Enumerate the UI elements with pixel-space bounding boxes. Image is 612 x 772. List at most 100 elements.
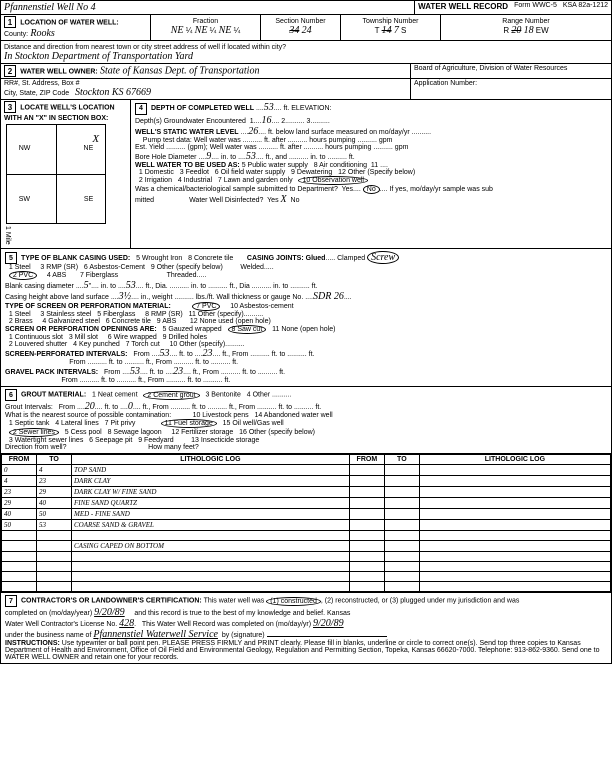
use-6: 6 Oil field water supply [215, 169, 285, 176]
cert-date-1: 9/20/89 [94, 607, 125, 618]
grout-ft-2: ft. [229, 404, 235, 411]
gpm-2: gpm [395, 144, 409, 151]
gp-to-label-3: ft. to [101, 377, 115, 384]
casing-3: 3 RMP (SR) [40, 264, 78, 271]
sp-fromft: ft., From [222, 351, 248, 358]
table-row: 4050MED - FINE SAND [2, 509, 611, 520]
township-t: T [375, 26, 380, 35]
casing-diam: 5 [84, 280, 89, 291]
gp-to-label-4: ft. to [187, 377, 201, 384]
static-level: 26 [248, 126, 258, 137]
owner-title: WATER WELL OWNER: [20, 69, 98, 76]
static-suffix: ft. below land surface measured on mo/da… [268, 129, 410, 136]
screen-4: 4 Galvanized steel [42, 318, 100, 325]
section-number: 24 [302, 25, 312, 36]
cert-title: CONTRACTOR'S OR LANDOWNER'S CERTIFICATIO… [21, 598, 202, 605]
contam-16: 16 Other (specify below) [239, 429, 315, 436]
cert-text-2: and this record is true to the best of m… [134, 610, 350, 617]
section-1-number: 1 [4, 16, 16, 28]
use-8: 8 Air conditioning [314, 162, 367, 169]
section-box: NW NE SW SE X [6, 124, 106, 224]
section-3-number: 3 [4, 101, 16, 113]
ft-dia-1: ft., Dia. [145, 283, 167, 290]
screen-9: 9 ABS [157, 318, 176, 325]
well-name: Pfannenstiel Well No 4 [4, 2, 96, 13]
screen-5: 5 Fiberglass [97, 311, 135, 318]
table-row: 423DARK CLAY [2, 476, 611, 487]
contam-7: 7 Pit privy [105, 420, 136, 427]
contam-2: 2 Sewer lines [9, 428, 59, 437]
cert-opt-3: (3) plugged under my jurisdiction and wa… [390, 598, 520, 605]
lithologic-table: FROM TO LITHOLOGIC LOG FROM TO LITHOLOGI… [1, 454, 611, 592]
section-5-number: 5 [5, 252, 17, 264]
open-11: 11 None (open hole) [272, 326, 335, 333]
grout-title: GROUT MATERIAL: [21, 392, 86, 399]
gp-to-label: ft. to [150, 369, 164, 376]
table-row: 2940FINE SAND QUARTZ [2, 498, 611, 509]
open-9: 9 Drilled holes [163, 334, 207, 341]
depth-completed-label: DEPTH OF COMPLETED WELL [151, 105, 254, 112]
table-row: 04TOP SAND [2, 465, 611, 476]
openings-title: SCREEN OR PERFORATION OPENINGS ARE: [5, 326, 157, 333]
screen-8: 8 RMP (SR) [145, 311, 183, 318]
lic-number: 428 [119, 618, 134, 629]
grout-ft-to-3: ft. to [278, 404, 292, 411]
use-5: 5 Public water supply [242, 162, 308, 169]
screen-3: 3 Stainless steel [40, 311, 91, 318]
cert-text-1: This water well was [204, 598, 265, 605]
grout-ft-to: ft. to [105, 404, 119, 411]
form-number: Form WWC-5 [511, 1, 560, 14]
dir-label: Direction from well? [5, 444, 66, 451]
screw-circled: Screw [367, 251, 399, 264]
sw-label: SW [19, 196, 30, 203]
threaded: Threaded [167, 272, 197, 279]
elev-label: ft. ELEVATION: [283, 105, 331, 112]
screen-1: 1 Steel [9, 311, 31, 318]
fraction-3: NE [219, 25, 232, 36]
disinf-answer: X [281, 194, 287, 205]
contam-6: 6 Seepage pit [89, 437, 132, 444]
sp-from: 53 [159, 348, 169, 359]
casing-height: 3½ [119, 291, 132, 302]
in-to-1: in. to [101, 283, 116, 290]
table-row-empty [2, 582, 611, 592]
gauge: SDR 26 [313, 291, 344, 302]
sp-from-label-2: From [69, 359, 85, 366]
range-ew: EW [536, 26, 549, 35]
grout-from-label: From [59, 404, 75, 411]
lic-label: Water Well Contractor's License No. [5, 621, 117, 628]
open-6: 6 Wire wrapped [108, 334, 157, 341]
owner-name: State of Kansas Dept. of Transportation [100, 66, 259, 77]
grout-3: 3 Bentonite [205, 392, 240, 399]
screen-6: 6 Concrete tile [106, 318, 151, 325]
open-4: 4 Key punched [73, 341, 120, 348]
contam-9: 9 Feedyard [138, 437, 173, 444]
ft-dia-2: ft., Dia [230, 283, 250, 290]
county-value: Rooks [30, 28, 54, 39]
completed-label: completed on (mo/day/year) [5, 610, 92, 617]
use-12: 12 Other (Specify below) [338, 169, 415, 176]
app-number-label: Application Number: [414, 80, 477, 87]
section-2-number: 2 [4, 65, 16, 77]
contam-1: 1 Septic tank [9, 420, 49, 427]
contam-label: What is the nearest source of possible c… [5, 412, 171, 419]
sp-label: SCREEN-PERFORATED INTERVALS: [5, 351, 128, 358]
gp-from: 53 [130, 366, 140, 377]
after-2: ft. after [280, 144, 302, 151]
bore-label: Bore Hole Diameter [135, 154, 196, 161]
fraction-2: NE [195, 25, 208, 36]
sp-to: 23 [203, 348, 213, 359]
contam-8: 8 Sewage lagoon [108, 429, 162, 436]
chem-yes: Yes [342, 186, 353, 193]
contam-5: 5 Cess pool [65, 429, 102, 436]
gw-label: Depth(s) Groundwater Encountered [135, 118, 246, 125]
dist-label: How many feet? [148, 444, 199, 451]
sp-fromft-2: ft., From [146, 359, 172, 366]
disinf-yes: Yes [267, 197, 278, 204]
contam-11: 11 Fuel storage [161, 419, 217, 428]
gp-fromft: ft., From [193, 369, 219, 376]
township-s: S [401, 26, 406, 35]
grout-4: 4 Other [247, 392, 270, 399]
sp-to-label-4: ft. to [195, 359, 209, 366]
instructions: Use typewriter or ball point pen. PLEASE… [5, 640, 599, 661]
